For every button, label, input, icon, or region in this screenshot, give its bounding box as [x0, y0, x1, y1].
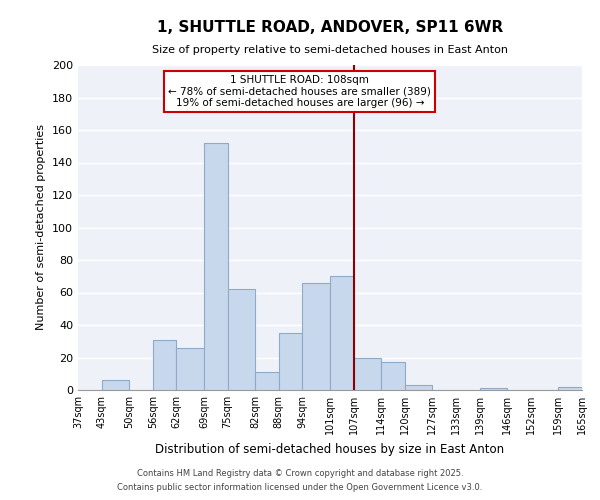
Text: 1, SHUTTLE ROAD, ANDOVER, SP11 6WR: 1, SHUTTLE ROAD, ANDOVER, SP11 6WR: [157, 20, 503, 35]
Bar: [479, 388, 507, 390]
Bar: [330, 276, 353, 390]
Bar: [302, 283, 330, 390]
Bar: [353, 358, 381, 390]
Bar: [405, 385, 433, 390]
Bar: [255, 372, 279, 390]
Bar: [381, 362, 405, 390]
Bar: [559, 387, 582, 390]
Text: 1 SHUTTLE ROAD: 108sqm
← 78% of semi-detached houses are smaller (389)
19% of se: 1 SHUTTLE ROAD: 108sqm ← 78% of semi-det…: [169, 74, 431, 108]
Y-axis label: Number of semi-detached properties: Number of semi-detached properties: [37, 124, 46, 330]
Bar: [176, 348, 204, 390]
Bar: [227, 289, 255, 390]
Bar: [101, 380, 129, 390]
Bar: [153, 340, 176, 390]
Bar: [279, 333, 302, 390]
Text: Contains HM Land Registry data © Crown copyright and database right 2025.: Contains HM Land Registry data © Crown c…: [137, 468, 463, 477]
Text: Contains public sector information licensed under the Open Government Licence v3: Contains public sector information licen…: [118, 484, 482, 492]
Text: Size of property relative to semi-detached houses in East Anton: Size of property relative to semi-detach…: [152, 45, 508, 55]
X-axis label: Distribution of semi-detached houses by size in East Anton: Distribution of semi-detached houses by …: [155, 442, 505, 456]
Bar: [204, 143, 227, 390]
